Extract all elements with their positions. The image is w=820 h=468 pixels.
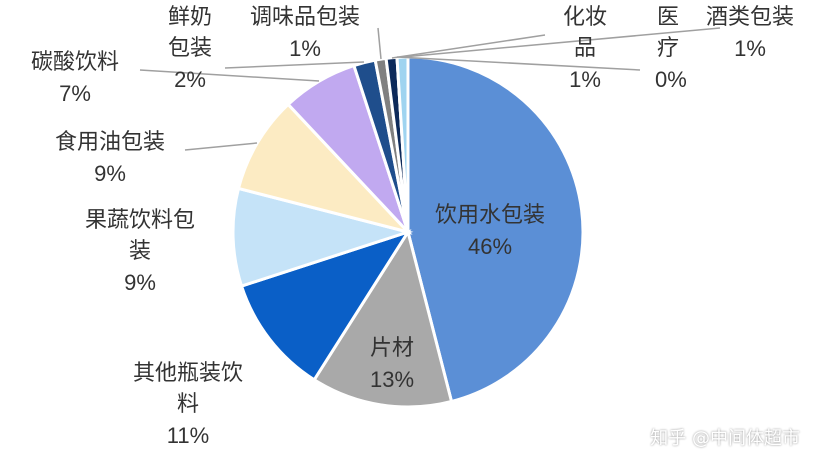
category-label: 医疗 (656, 5, 679, 61)
category-label: 化妆品 (562, 5, 607, 61)
category-label: 碳酸饮料 (30, 50, 119, 75)
category-label: 片材 (369, 336, 414, 361)
data-label: 饮用水包装 46% (415, 200, 565, 262)
category-label: 食用油包装 (54, 130, 165, 155)
leader-line (377, 27, 382, 60)
value-label: 9% (94, 161, 126, 186)
value-label: 1% (734, 36, 766, 61)
category-label: 鲜奶包装 (167, 5, 212, 61)
pie-slice (231, 186, 414, 288)
data-label: 医疗 0% (655, 2, 687, 95)
category-label: 果蔬饮料包装 (84, 208, 195, 264)
value-label: 11% (166, 423, 210, 448)
data-label: 其他瓶装饮料 11% (123, 358, 253, 451)
value-label: 46% (467, 234, 513, 259)
category-label: 酒类包装 (705, 5, 794, 30)
leader-line (139, 69, 320, 82)
category-label: 饮用水包装 (434, 203, 545, 228)
value-label: 13% (369, 367, 415, 392)
pie-slice (236, 102, 413, 235)
pie-slice (406, 55, 585, 404)
pie-slice (239, 229, 412, 382)
value-label: 0% (655, 67, 687, 92)
data-label: 化妆品 1% (560, 2, 610, 95)
leader-line (396, 56, 641, 71)
category-label: 其他瓶装饮料 (132, 361, 243, 417)
watermark: 知乎 @中间体超市 (650, 428, 800, 449)
data-label: 鲜奶包装 2% (165, 2, 215, 95)
value-label: 9% (124, 270, 156, 295)
data-label: 碳酸饮料 7% (10, 47, 140, 109)
category-label: 调味品包装 (249, 5, 360, 30)
pie-slice (312, 228, 454, 409)
value-label: 1% (289, 36, 321, 61)
leader-line (402, 27, 721, 58)
leader-line (224, 61, 365, 69)
data-label: 调味品包装 1% (240, 2, 370, 64)
data-label: 片材 13% (352, 333, 432, 395)
leader-line (391, 34, 546, 59)
leader-lines (139, 27, 721, 151)
data-label: 果蔬饮料包装 9% (75, 205, 205, 298)
value-label: 2% (174, 67, 206, 92)
data-label: 食用油包装 9% (40, 127, 180, 189)
value-label: 7% (59, 81, 91, 106)
value-label: 1% (569, 67, 601, 92)
leader-line (184, 142, 258, 151)
data-label: 酒类包装 1% (695, 2, 805, 64)
